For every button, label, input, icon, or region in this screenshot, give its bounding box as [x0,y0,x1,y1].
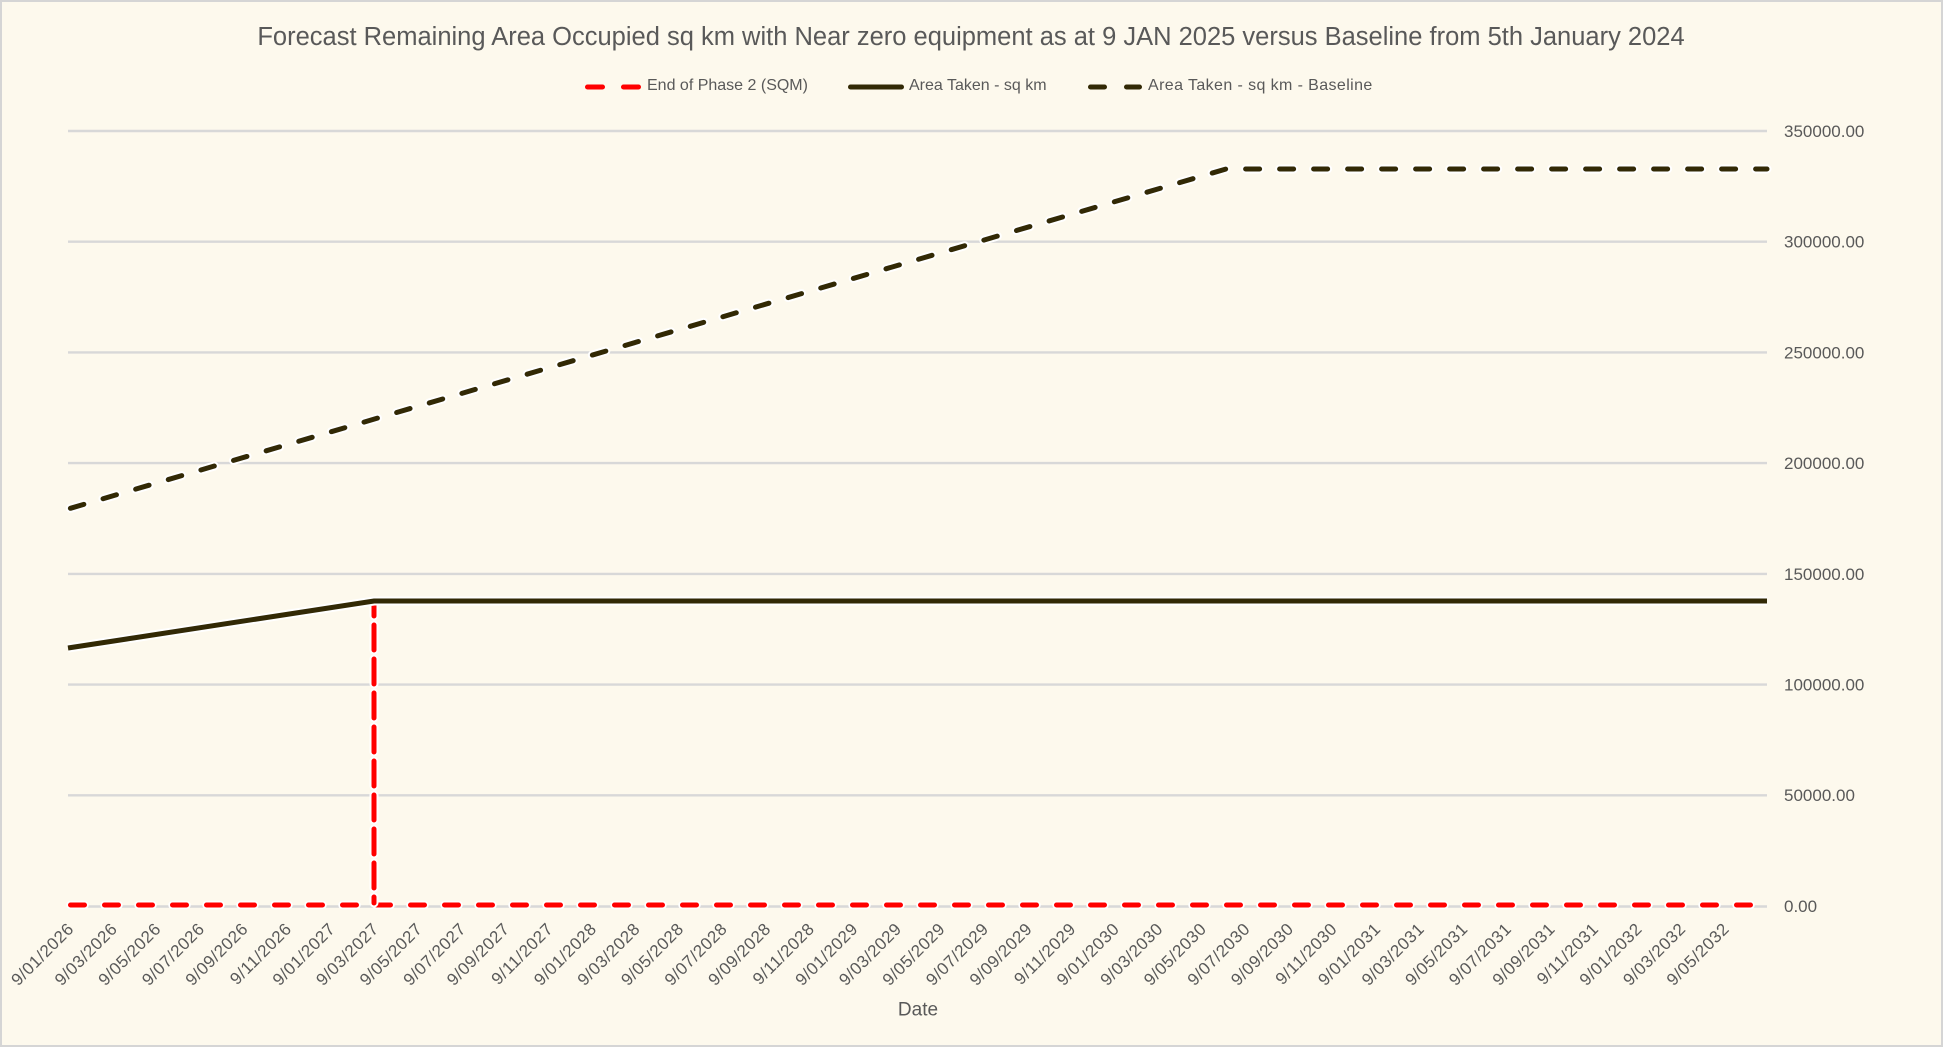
svg-text:Forecast Remaining Area Occupi: Forecast Remaining Area Occupied sq km w… [257,23,1684,51]
svg-text:50000.00: 50000.00 [1784,786,1855,805]
svg-text:150000.00: 150000.00 [1784,565,1864,584]
svg-text:300000.00: 300000.00 [1784,233,1864,252]
svg-text:100000.00: 100000.00 [1784,676,1864,695]
svg-text:350000.00: 350000.00 [1784,122,1864,141]
svg-text:Date: Date [898,1000,938,1021]
svg-text:250000.00: 250000.00 [1784,343,1864,362]
svg-text:200000.00: 200000.00 [1784,454,1864,473]
svg-text:End of Phase 2 (SQM): End of Phase 2 (SQM) [647,77,808,94]
svg-text:Area Taken - sq km: Area Taken - sq km [909,77,1047,94]
svg-text:Area Taken - sq km - Baseline: Area Taken - sq km - Baseline [1148,77,1373,94]
svg-text:0.00: 0.00 [1784,897,1817,916]
